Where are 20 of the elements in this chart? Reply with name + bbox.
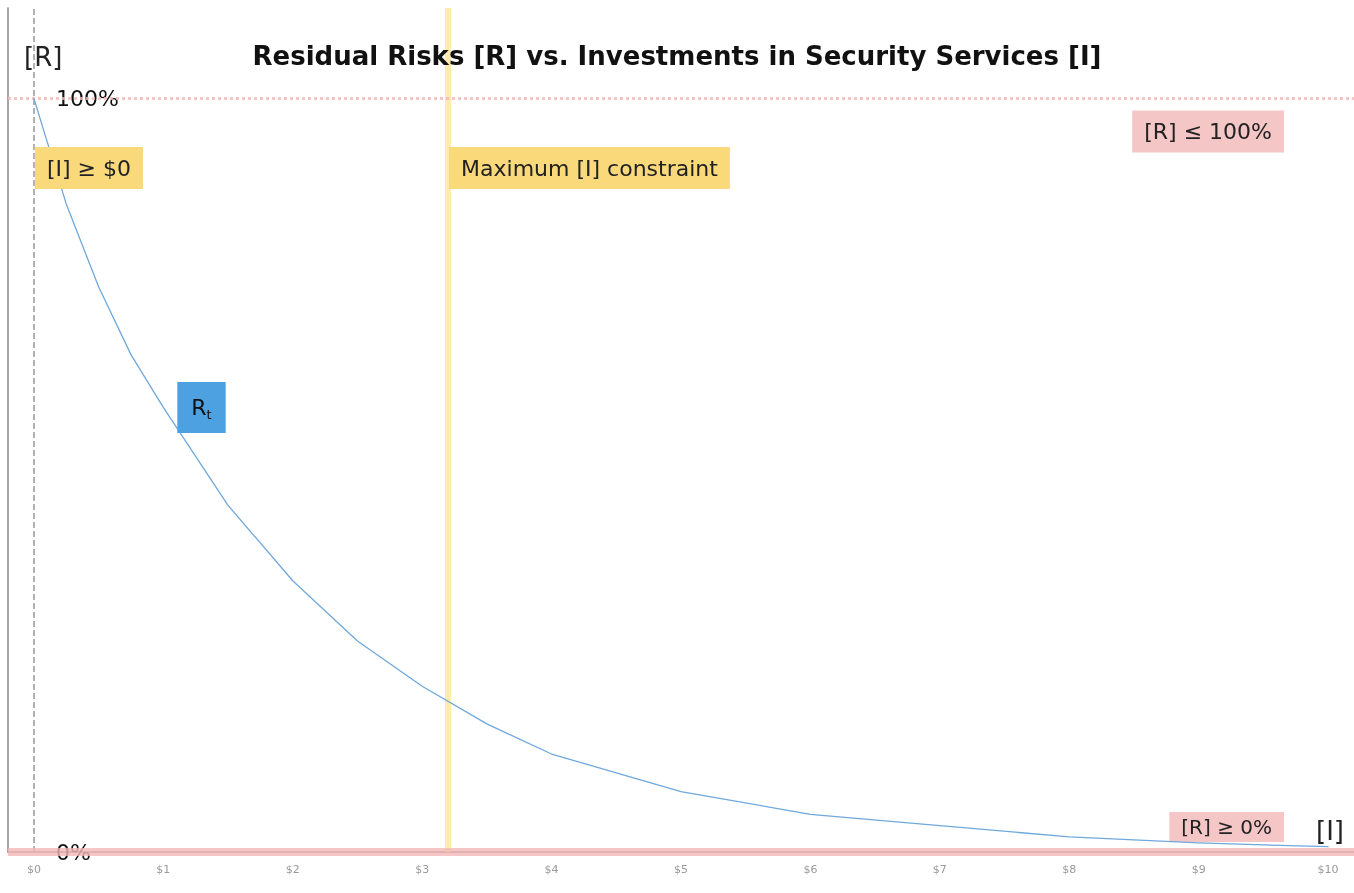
x-tick-label: $1 (156, 863, 171, 876)
x-tick-label: $0 (26, 863, 41, 876)
y-tick-label: 100% (56, 85, 119, 111)
ref-line-label: Maximum [I] constraint (461, 155, 719, 181)
x-tick-label: $10 (1317, 863, 1339, 876)
x-tick-label: $9 (1191, 863, 1206, 876)
x-tick-label: $3 (415, 863, 430, 876)
ref-line-label: [R] ≥ 0% (1181, 815, 1272, 839)
x-tick-label: $2 (285, 863, 300, 876)
x-tick-label: $6 (803, 863, 818, 876)
y-axis-title: [R] (24, 42, 63, 72)
text: Residual Risks [R] vs. Investments in Security Services [I] (252, 41, 1102, 71)
x-tick-label: $4 (544, 863, 559, 876)
ref-line-label: [I] ≥ $0 (46, 155, 131, 181)
ref-line-label: [R] ≤ 100% (1144, 118, 1273, 144)
x-axis-title: [I] (1316, 816, 1345, 846)
x-tick-label: $8 (1062, 863, 1077, 876)
x-tick-label: $5 (674, 863, 688, 876)
y-tick-label: 0% (56, 839, 91, 865)
x-tick-label: $7 (932, 863, 947, 876)
